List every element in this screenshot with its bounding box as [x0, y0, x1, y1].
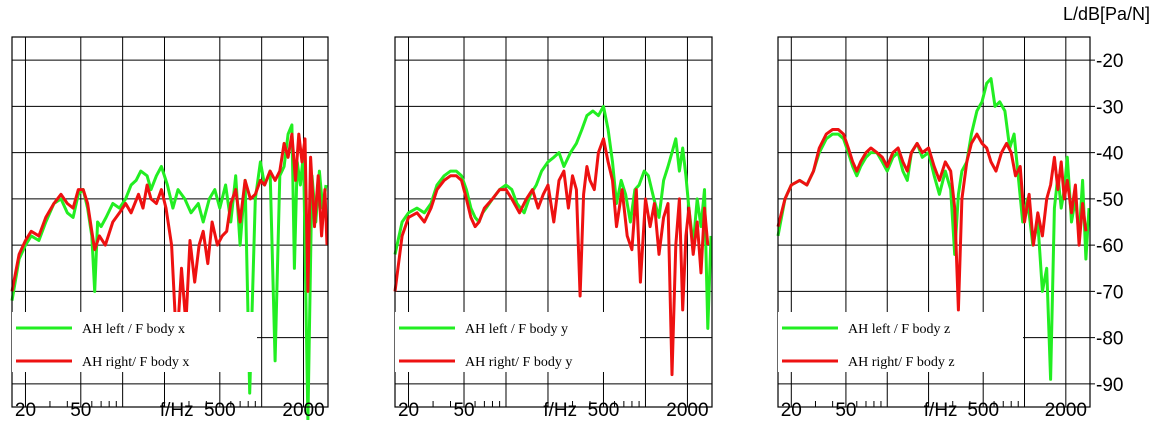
x-tick-label: 20: [781, 400, 802, 420]
x-axis-label: f/Hz: [924, 400, 958, 420]
chart-panel-3: AH left / F body z AH right/ F body z 20 50…: [776, 36, 1123, 421]
x-tick-label: 50: [453, 400, 474, 420]
y-tick-label: -90: [1096, 375, 1123, 396]
x-axis-label: f/Hz: [160, 400, 194, 420]
x-tick-label: 50: [835, 400, 856, 420]
legend-label: AH left / F body y: [465, 322, 568, 337]
x-tick-label: 2000: [282, 400, 324, 420]
y-axis-unit-label: L/dB[Pa/N]: [1063, 4, 1150, 24]
x-tick-label: 20: [398, 400, 419, 420]
legend-label: AH right/ F body x: [82, 355, 189, 370]
x-tick-label: 20: [15, 400, 36, 420]
y-tick-label: -30: [1096, 97, 1123, 118]
plot-frame: [777, 36, 1091, 408]
x-axis-label: f/Hz: [543, 400, 577, 420]
legend-label: AH right/ F body z: [848, 355, 955, 370]
series-line-red: [393, 137, 710, 377]
series-line-red: [776, 128, 1088, 312]
x-tick-label: 2000: [666, 400, 708, 420]
x-tick-label: 2000: [1045, 400, 1087, 420]
legend: AH left / F body z AH right/ F body z: [778, 312, 1023, 372]
y-tick-label: -70: [1096, 282, 1123, 303]
chart-panel-2: AH left / F body y AH right/ F body y 20 50…: [393, 36, 713, 421]
series-line-green: [10, 123, 328, 423]
x-tick-label: 500: [588, 400, 620, 420]
x-tick-label: 500: [204, 400, 236, 420]
y-tick-label: -60: [1096, 236, 1123, 257]
series-line-red: [10, 132, 329, 349]
plot-frame: [394, 36, 713, 408]
legend-label: AH right/ F body y: [465, 355, 572, 370]
series-line-green: [776, 77, 1091, 381]
legend-label: AH left / F body x: [82, 322, 185, 337]
y-tick-label: -80: [1096, 329, 1123, 350]
plot-frame: [11, 36, 329, 408]
legend: AH left / F body y AH right/ F body y: [395, 312, 640, 372]
y-tick-label: -40: [1096, 144, 1123, 165]
y-tick-label: -50: [1096, 190, 1123, 211]
x-tick-label: 500: [967, 400, 999, 420]
legend: AH left / F body x AH right/ F body x: [12, 312, 257, 372]
chart-panel-1: AH left / F body x AH right/ F body x 20 50…: [10, 36, 329, 423]
series-line-green: [393, 104, 713, 330]
legend-label: AH left / F body z: [848, 322, 950, 337]
x-tick-label: 50: [70, 400, 91, 420]
y-tick-label: -20: [1096, 51, 1123, 72]
